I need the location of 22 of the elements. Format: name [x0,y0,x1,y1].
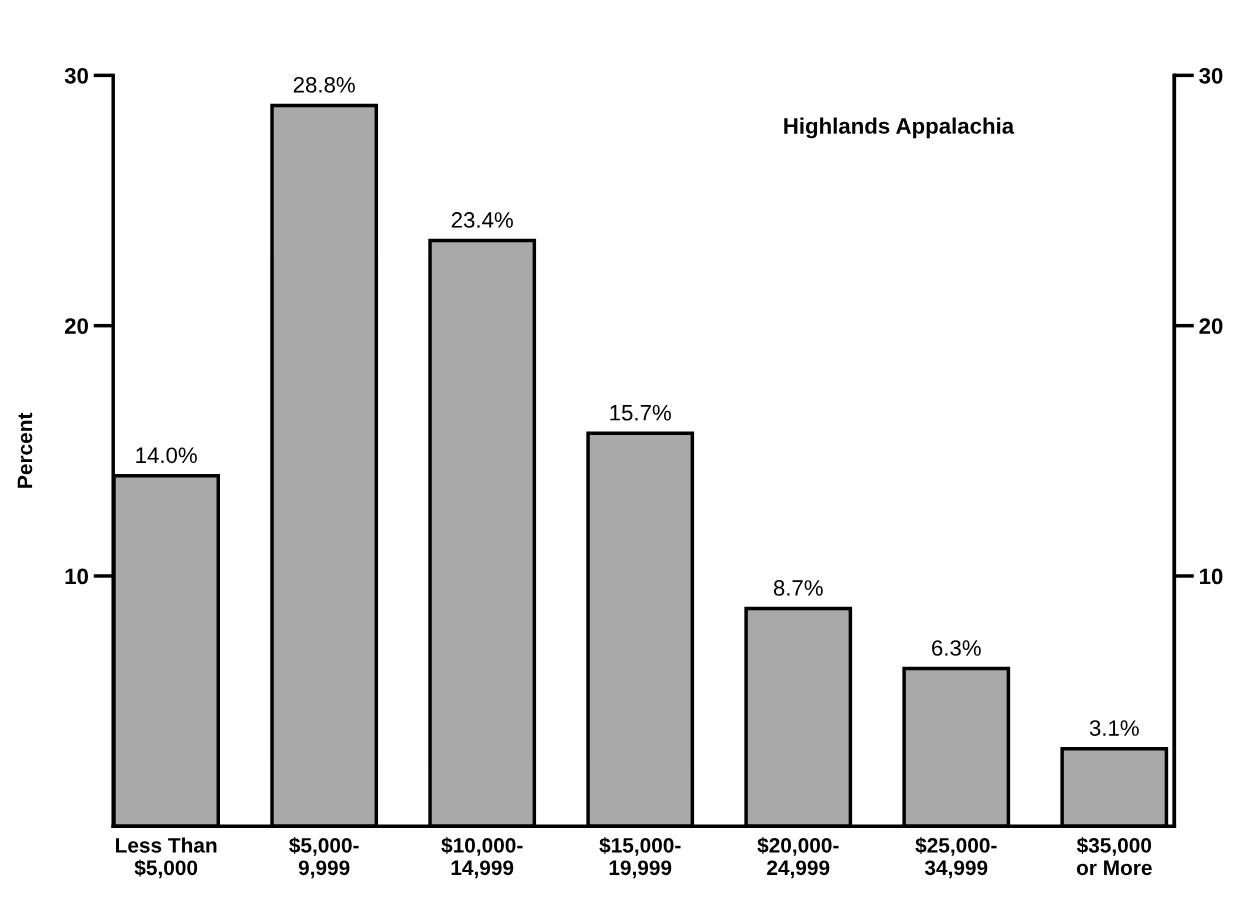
data-label: 28.8% [293,76,355,93]
data-label: 6.3% [932,640,981,656]
x-tick-label: $5,000- 9,999 [289,837,359,879]
y2-tick-label: 20 [1199,318,1223,334]
x-tick-label: $20,000- 24,999 [757,837,839,879]
data-label: 14.0% [136,447,197,464]
y-tick-label: 30 [64,67,88,84]
x-tick-label: $35,000 or More [1076,837,1152,876]
y2-tick-label: 10 [1200,568,1223,585]
y-axis-title: Percent [17,412,33,488]
text: Highlands Appalachia [784,117,1015,139]
x-tick-label: Less Than $5,000 [116,837,217,879]
x-tick-label: $15,000- 19,999 [599,837,681,879]
data-label: 3.1% [1089,720,1139,736]
x-tick-label: $10,000- 14,999 [441,837,523,879]
data-label: 8.7% [773,580,823,596]
y-tick-label: 20 [64,318,88,334]
y-tick-label: 10 [65,568,88,585]
data-label: 23.4% [451,212,513,228]
data-label: 15.7% [610,404,671,421]
x-tick-label: $25,000- 34,999 [915,837,997,879]
y2-tick-label: 30 [1199,67,1223,84]
